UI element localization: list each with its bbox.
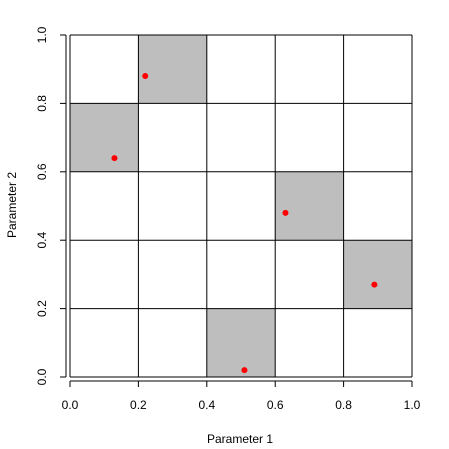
data-point	[142, 73, 149, 80]
x-axis-title: Parameter 1	[207, 432, 273, 446]
data-point	[371, 281, 378, 288]
x-tick-label: 0.8	[335, 398, 352, 412]
x-tick-label: 0.4	[198, 398, 215, 412]
data-points	[111, 73, 378, 374]
shaded-cells	[70, 35, 412, 377]
x-tick-label: 0.2	[130, 398, 147, 412]
shaded-cell	[138, 35, 207, 104]
x-axis: 0.0 0.2 0.4 0.6 0.8 1.0	[62, 380, 421, 412]
y-axis: 0.0 0.2 0.4 0.6 0.8 1.0	[35, 26, 67, 385]
y-tick-label: 0.2	[35, 300, 49, 317]
data-point	[282, 209, 289, 216]
x-tick-label: 0.6	[267, 398, 284, 412]
y-tick-label: 1.0	[35, 26, 49, 43]
grid-lines	[69, 34, 413, 378]
shaded-cell	[70, 103, 139, 172]
shaded-cell	[206, 308, 276, 377]
y-tick-label: 0.0	[35, 368, 49, 385]
y-axis-title: Parameter 2	[5, 172, 19, 238]
y-tick-label: 0.6	[35, 163, 49, 180]
data-point	[241, 367, 248, 374]
x-tick-label: 0.0	[62, 398, 79, 412]
x-tick-label: 1.0	[404, 398, 421, 412]
shaded-cell	[275, 171, 344, 241]
y-tick-label: 0.4	[35, 232, 49, 249]
y-tick-label: 0.8	[35, 95, 49, 112]
shaded-cell	[343, 240, 412, 309]
data-point	[111, 155, 118, 162]
